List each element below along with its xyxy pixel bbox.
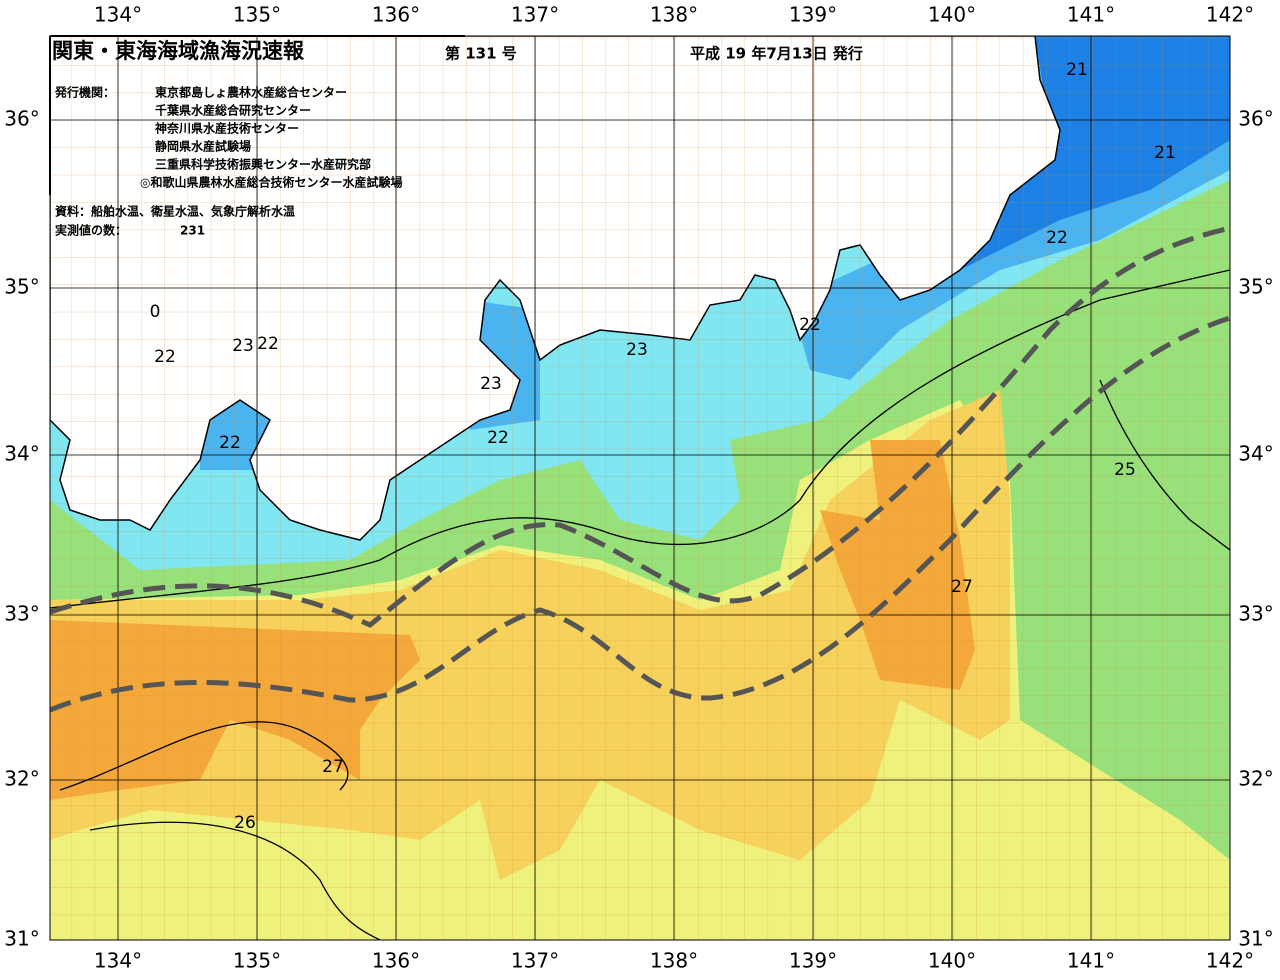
longitude-label: 141° [1067, 3, 1115, 27]
contour-label: 22 [1046, 228, 1068, 248]
issuer: 千葉県水産総合研究センター [155, 103, 311, 118]
minor-grid [50, 36, 1230, 940]
contour-label: 23 [480, 374, 502, 394]
longitude-label: 140° [928, 949, 976, 973]
longitude-label: 134° [94, 3, 142, 27]
contour-label: 23 [626, 340, 648, 360]
latitude-label: 34° [1238, 442, 1273, 466]
contour-label: 26 [234, 813, 256, 833]
kuroshio-path [50, 225, 1230, 628]
issuer: 神奈川県水産技術センター [155, 121, 299, 136]
contour-label: 22 [219, 433, 241, 453]
longitude-label: 142° [1206, 949, 1254, 973]
contour-line [1099, 379, 1230, 551]
latitude-label: 33° [1238, 602, 1273, 626]
longitude-label: 135° [233, 3, 281, 27]
contours [50, 269, 1230, 940]
latitude-label: 32° [4, 767, 39, 791]
count-label: 実測値の数： [55, 223, 127, 238]
contour-line [89, 821, 381, 940]
longitude-label: 138° [650, 949, 698, 973]
contour-label: 25 [1114, 460, 1136, 480]
longitude-label: 140° [928, 3, 976, 27]
longitude-label: 137° [511, 3, 559, 27]
longitude-label: 135° [233, 949, 281, 973]
longitude-label: 134° [94, 949, 142, 973]
contour-label: 27 [951, 577, 973, 597]
kuroshio [50, 225, 1230, 713]
issuer-label: 発行機関： [54, 85, 115, 100]
latitude-label: 31° [1238, 927, 1273, 951]
longitude-label: 141° [1067, 949, 1115, 973]
longitude-label: 138° [650, 3, 698, 27]
latitude-label: 31° [4, 927, 39, 951]
issuer: ◎和歌山県農林水産総合技術センター水産試験場 [140, 175, 402, 190]
latitude-label: 34° [4, 442, 39, 466]
contour-label: 22 [154, 347, 176, 367]
issuer: 静岡県水産試験場 [155, 139, 251, 154]
contour-label: 22 [487, 428, 509, 448]
contour-label: 27 [322, 757, 344, 777]
latitude-label: 36° [1238, 107, 1273, 131]
issue: 第 131 号 [445, 45, 517, 63]
latitude-label: 35° [4, 275, 39, 299]
latitude-label: 36° [4, 107, 39, 131]
longitude-label: 139° [789, 3, 837, 27]
latitude-label: 32° [1238, 767, 1273, 791]
longitude-label: 142° [1206, 3, 1254, 27]
title: 関東・東海海域漁海況速報 [52, 39, 305, 63]
longitude-label: 137° [511, 949, 559, 973]
kuroshio-path [50, 315, 1230, 713]
latitude-label: 33° [4, 602, 39, 626]
contour-line [59, 721, 349, 791]
contour-label: 21 [1066, 60, 1088, 80]
issuer: 東京都島しょ農林水産総合センター [155, 85, 347, 100]
contour-line [50, 269, 1230, 609]
contour-label: 22 [257, 334, 279, 354]
latitude-label: 35° [1238, 275, 1273, 299]
issuer: 三重県科学技術振興センター水産研究部 [155, 157, 371, 172]
sea-temperature [50, 36, 1230, 940]
major-grid [50, 36, 1230, 940]
count: 231 [180, 224, 205, 238]
contour-label: 21 [1154, 143, 1176, 163]
contour-label: 23 [232, 336, 254, 356]
longitude-label: 136° [372, 949, 420, 973]
map-frame [49, 35, 1231, 941]
date: 平成 19 年7月13日 発行 [690, 45, 863, 63]
longitude-label: 136° [372, 3, 420, 27]
longitude-label: 139° [789, 949, 837, 973]
source: 資料：船舶水温、衛星水温、気象庁解析水温 [55, 204, 295, 219]
contour-label: 0 [150, 302, 161, 322]
contour-label: 22 [799, 315, 821, 335]
